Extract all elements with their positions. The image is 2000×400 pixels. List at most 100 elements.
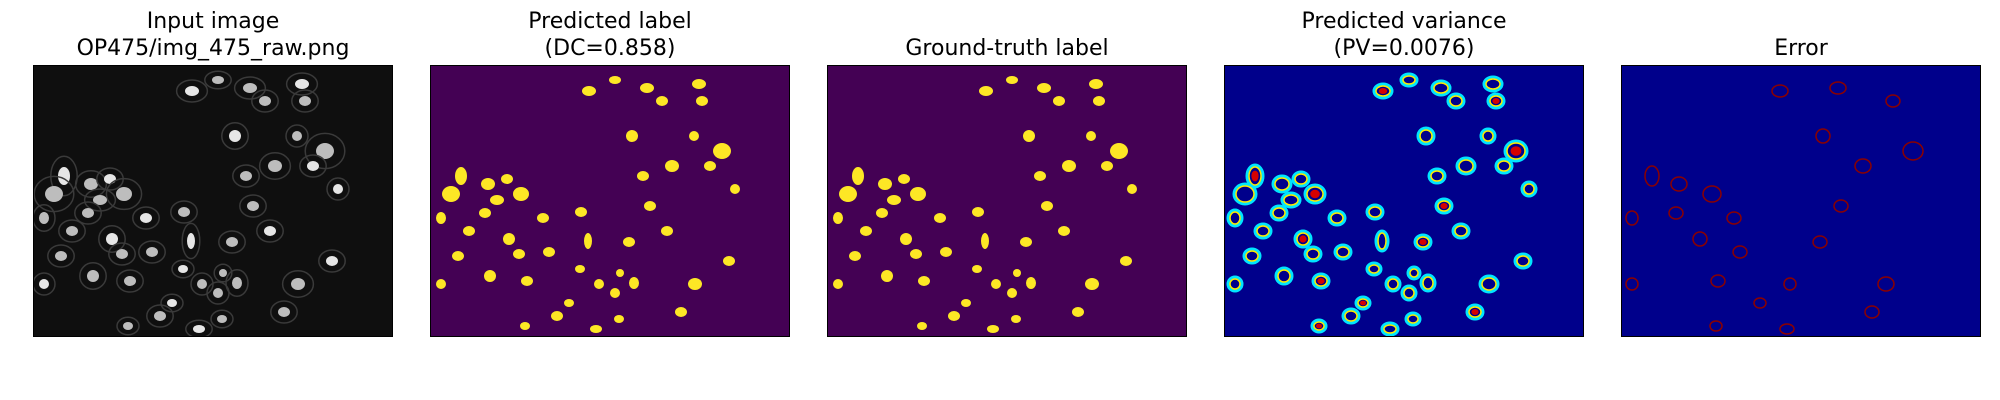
variance-ring-inner: [1274, 177, 1290, 191]
variance-ring: [1341, 307, 1361, 325]
input-image-canvas: [34, 66, 392, 336]
error-contour: [1702, 185, 1722, 203]
cell-outline: [181, 222, 201, 260]
cell-outline: [281, 270, 315, 298]
cell-outline: [34, 272, 56, 296]
variance-ring: [1365, 261, 1383, 277]
cell-outline: [58, 219, 86, 243]
cell-outline: [239, 194, 267, 218]
variance-ring-inner: [1344, 310, 1358, 322]
cell-nucleus: [259, 96, 271, 106]
variance-ring-inner: [1248, 166, 1262, 186]
cell-nucleus: [278, 307, 290, 317]
variance-ring-inner: [1314, 275, 1328, 287]
variance-ring: [1413, 233, 1433, 251]
segment-blob: [730, 184, 740, 194]
variance-hotspot: [1360, 300, 1366, 306]
cell-outline: [304, 132, 346, 170]
variance-ring: [1503, 139, 1529, 163]
error-contour: [1779, 323, 1795, 335]
segment-blob: [455, 167, 467, 185]
segment-blob: [1085, 278, 1099, 290]
panel-title-ground-truth: Ground-truth label: [807, 8, 1207, 62]
segment-blob: [503, 233, 515, 245]
segment-blob: [490, 195, 504, 205]
segment-blob: [979, 86, 993, 96]
cell-outline: [225, 269, 249, 297]
variance-ring-inner: [1368, 264, 1380, 274]
segment-blob: [661, 226, 673, 236]
segment-blob: [442, 186, 460, 202]
cell-nucleus: [291, 278, 305, 290]
cell-outline: [74, 170, 108, 198]
segment-blob: [713, 143, 731, 159]
segment-blob: [614, 315, 624, 323]
cell-nucleus: [178, 265, 188, 273]
variance-ring: [1354, 295, 1372, 311]
segment-blob: [610, 288, 620, 298]
error-contour: [1670, 176, 1688, 192]
segment-blob: [1041, 201, 1053, 211]
cell-nucleus: [66, 226, 78, 236]
error-contour: [1783, 277, 1797, 291]
cell-nucleus: [104, 174, 116, 184]
cell-outline: [285, 72, 319, 96]
variance-ring: [1310, 318, 1328, 334]
variance-hotspot: [1317, 278, 1325, 284]
cell-nucleus: [229, 130, 241, 142]
segment-blob: [898, 174, 910, 184]
segment-blob: [479, 208, 491, 218]
segment-blob: [948, 311, 960, 321]
cell-nucleus: [84, 178, 98, 190]
title-line-2: (DC=0.858): [544, 36, 676, 61]
title-line-2: OP475/img_475_raw.png: [76, 36, 350, 61]
cell-outline: [326, 177, 350, 201]
title-line-2: (PV=0.0076): [1333, 36, 1475, 61]
variance-ring: [1406, 265, 1422, 281]
variance-ring-inner: [1454, 225, 1468, 237]
cell-outline: [79, 262, 107, 290]
cell-nucleus: [217, 315, 227, 323]
variance-ring-inner: [1416, 236, 1430, 248]
cell-nucleus: [268, 160, 282, 172]
cell-outline: [146, 304, 174, 328]
segment-blob: [940, 247, 952, 257]
cell-outline: [175, 79, 209, 103]
panel-predicted-variance: Predicted variance (PV=0.0076): [1224, 0, 1584, 340]
segment-blob: [1062, 160, 1076, 172]
segment-blob: [582, 86, 596, 96]
segment-blob: [972, 265, 982, 273]
variance-ring: [1486, 92, 1506, 110]
segment-blob: [520, 322, 530, 330]
segment-blob: [1086, 131, 1096, 141]
variance-ring-inner: [1422, 276, 1434, 290]
cell-nucleus: [45, 186, 63, 202]
variance-ring-inner: [1296, 232, 1310, 246]
cell-nucleus: [264, 226, 276, 236]
cell-nucleus: [106, 233, 118, 245]
segment-blob: [1072, 307, 1084, 317]
cell-nucleus: [299, 96, 311, 106]
segment-blob: [991, 279, 1001, 289]
variance-ring-inner: [1306, 248, 1320, 260]
variance-ring-inner: [1377, 232, 1387, 250]
segment-blob: [881, 270, 893, 282]
variance-ring: [1384, 275, 1402, 293]
variance-ring-inner: [1506, 142, 1526, 160]
variance-ring-inner: [1313, 321, 1325, 331]
variance-hotspot: [1510, 146, 1522, 156]
panel-title-input: Input image OP475/img_475_raw.png: [13, 8, 413, 62]
variance-ring-inner: [1387, 278, 1399, 290]
panel-background: [828, 66, 1186, 336]
cell-outline: [116, 269, 144, 293]
variance-ring: [1374, 229, 1390, 253]
cell-nucleus: [185, 86, 199, 96]
error-contour: [1812, 235, 1828, 249]
variance-ring-inner: [1229, 278, 1241, 290]
cell-nucleus: [123, 322, 133, 330]
segment-blob: [1006, 76, 1018, 84]
variance-ring: [1455, 156, 1477, 176]
segment-blob: [1034, 171, 1046, 181]
segment-blob: [1037, 83, 1051, 93]
cell-outline: [170, 200, 198, 224]
